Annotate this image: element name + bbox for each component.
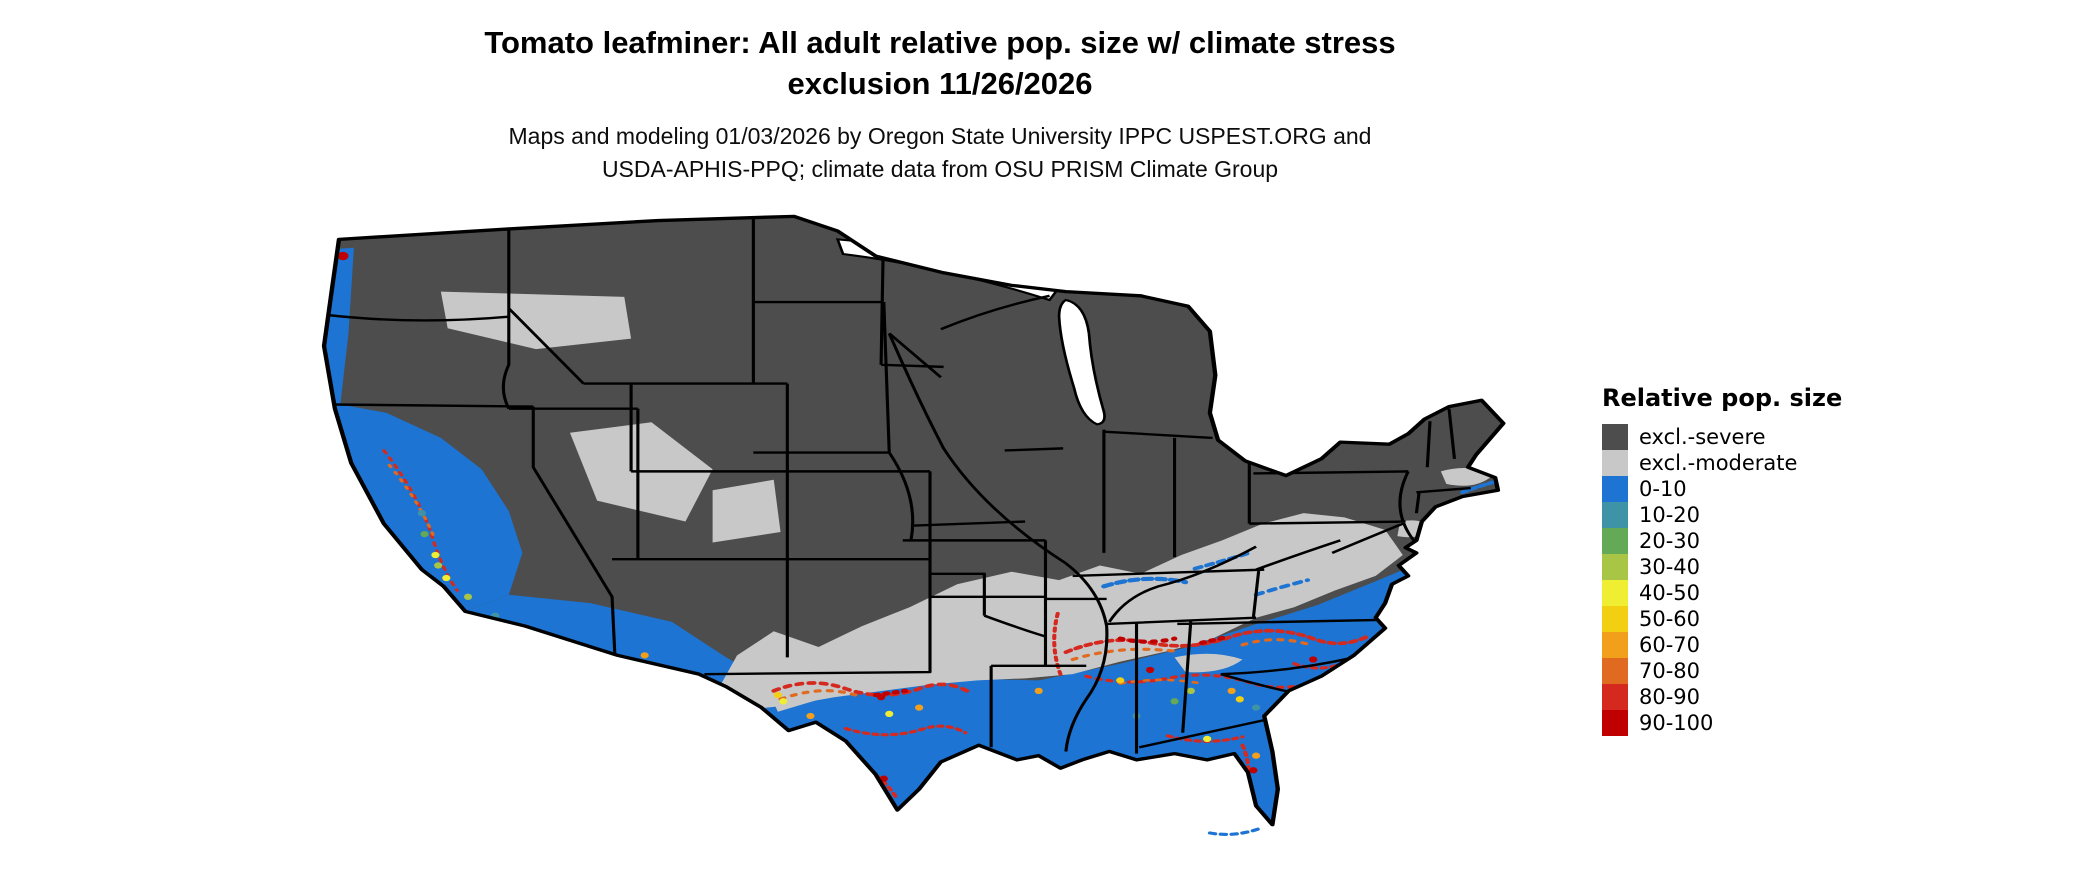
legend-swatch bbox=[1602, 554, 1628, 580]
legend-item-label: 60-70 bbox=[1639, 633, 1701, 657]
legend: Relative pop. size excl.-severe excl.-mo… bbox=[1602, 384, 1842, 736]
dots-pop-20-30 bbox=[420, 530, 1179, 705]
legend-item: 60-70 bbox=[1602, 632, 1842, 658]
legend-item: excl.-moderate bbox=[1602, 450, 1842, 476]
legend-swatch bbox=[1602, 632, 1628, 658]
legend-swatch bbox=[1602, 710, 1628, 736]
legend-swatch bbox=[1602, 684, 1628, 710]
legend-item: 90-100 bbox=[1602, 710, 1842, 736]
legend-item: excl.-severe bbox=[1602, 424, 1842, 450]
legend-item-label: 50-60 bbox=[1639, 607, 1701, 631]
legend-title: Relative pop. size bbox=[1602, 384, 1843, 412]
legend-swatch bbox=[1602, 476, 1628, 502]
subtitle-line2: USDA-APHIS-PPQ; climate data from OSU PR… bbox=[601, 156, 1279, 182]
legend-item: 10-20 bbox=[1602, 502, 1842, 528]
legend-item-label: 20-30 bbox=[1639, 529, 1701, 553]
legend-item-label: 10-20 bbox=[1639, 503, 1701, 527]
state-borders bbox=[324, 216, 1471, 754]
legend-item: 80-90 bbox=[1602, 684, 1842, 710]
legend-swatch bbox=[1602, 606, 1628, 632]
legend-item-label: 80-90 bbox=[1639, 685, 1701, 709]
florida-keys bbox=[1207, 827, 1261, 836]
legend-item-label: 40-50 bbox=[1639, 581, 1701, 605]
legend-swatch bbox=[1602, 528, 1628, 554]
legend-item-label: 90-100 bbox=[1639, 711, 1714, 735]
legend-item-label: 70-80 bbox=[1639, 659, 1701, 683]
legend-swatch bbox=[1602, 424, 1628, 450]
page-title-line1: Tomato leafminer: All adult relative pop… bbox=[484, 25, 1396, 60]
dots-pop-60-70 bbox=[640, 652, 1261, 759]
legend-item-label: excl.-severe bbox=[1639, 425, 1766, 449]
subtitle-block: Maps and modeling 01/03/2026 by Oregon S… bbox=[0, 120, 1880, 186]
us-map bbox=[305, 208, 1555, 856]
dots-pop-30-40 bbox=[434, 562, 1195, 694]
legend-item: 50-60 bbox=[1602, 606, 1842, 632]
subtitle-line1: Maps and modeling 01/03/2026 by Oregon S… bbox=[508, 123, 1372, 149]
legend-swatch bbox=[1602, 502, 1628, 528]
legend-item: 70-80 bbox=[1602, 658, 1842, 684]
us-map-svg bbox=[321, 214, 1506, 836]
legend-item: 20-30 bbox=[1602, 528, 1842, 554]
national-outline bbox=[321, 214, 1506, 827]
lake-michigan bbox=[1057, 298, 1106, 426]
dots-pop-10-20 bbox=[417, 510, 1261, 720]
title-block: Tomato leafminer: All adult relative pop… bbox=[0, 22, 1880, 186]
legend-item: 0-10 bbox=[1602, 476, 1842, 502]
legend-item-label: 30-40 bbox=[1639, 555, 1701, 579]
dots-pop-40-50 bbox=[431, 551, 1212, 743]
dots-pop-90-100 bbox=[337, 251, 1318, 782]
speckles-pop-70-80 bbox=[387, 463, 1313, 701]
legend-item-label: 0-10 bbox=[1639, 477, 1687, 501]
legend-item: 40-50 bbox=[1602, 580, 1842, 606]
legend-item-label: excl.-moderate bbox=[1639, 451, 1798, 475]
legend-swatch bbox=[1602, 580, 1628, 606]
legend-swatch bbox=[1602, 658, 1628, 684]
legend-item: 30-40 bbox=[1602, 554, 1842, 580]
page-title-line2: exclusion 11/26/2026 bbox=[787, 66, 1093, 101]
legend-swatch bbox=[1602, 450, 1628, 476]
zone-pop-0-10 bbox=[324, 247, 1447, 825]
dots-pop-50-60 bbox=[773, 677, 1244, 703]
